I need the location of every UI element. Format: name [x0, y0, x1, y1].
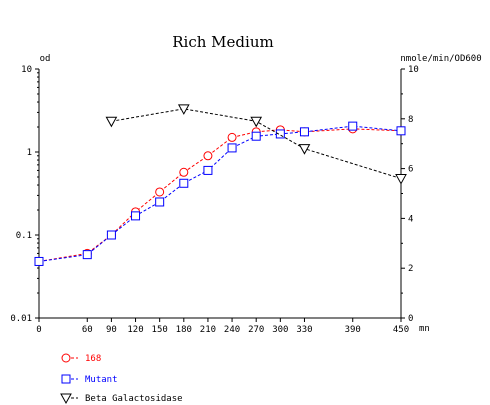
- series-layer: [34, 104, 407, 266]
- data-point: [82, 250, 92, 260]
- x-axis-tick-label: 210: [200, 325, 216, 335]
- x-axis-tick-label: 270: [248, 325, 264, 335]
- series-line: [38, 128, 402, 262]
- x-axis-tick-label: 150: [152, 325, 168, 335]
- data-point: [203, 151, 213, 161]
- right-axis-tick-label: 0: [408, 314, 413, 324]
- left-axis-tick-label: 1: [27, 148, 32, 158]
- x-axis-tick-label: 330: [296, 325, 312, 335]
- right-axis-tick-label: 6: [408, 165, 413, 175]
- data-point: [396, 126, 406, 136]
- data-point: [155, 187, 165, 197]
- x-axis-tick-label: 0: [36, 325, 41, 335]
- series-square: [34, 121, 406, 266]
- data-point: [275, 129, 285, 139]
- legend-label: Mutant: [85, 375, 118, 385]
- data-point: [348, 121, 358, 131]
- legend-label: Beta Galactosidase: [85, 394, 183, 404]
- left-axis-tick-label: 0.1: [16, 231, 32, 241]
- x-axis-tick-label: 390: [345, 325, 361, 335]
- data-point: [105, 116, 118, 128]
- series-line: [38, 125, 402, 262]
- data-point: [227, 132, 237, 142]
- data-point: [227, 143, 237, 153]
- legend-marker: [60, 393, 72, 405]
- data-point: [395, 174, 407, 185]
- data-point: [34, 256, 44, 266]
- right-axis-tick-label: 2: [408, 264, 413, 274]
- legend-marker: [61, 353, 71, 363]
- x-axis-tick-label: 300: [272, 325, 288, 335]
- data-point: [155, 197, 165, 207]
- right-axis-tick-label: 10: [408, 65, 419, 75]
- right-axis-label: nmole/min/OD600: [400, 54, 481, 64]
- right-axis-tick-label: 8: [408, 115, 413, 125]
- data-point: [177, 104, 190, 115]
- right-axis-tick-label: 4: [408, 214, 413, 224]
- axes: 0.01 0.1 1 10 0 2 4 6 8 10 0 60 90 120 150 180 210 240 270…: [10, 65, 419, 335]
- data-point: [298, 144, 311, 155]
- data-point: [203, 165, 213, 175]
- data-point: [106, 230, 116, 240]
- data-point: [299, 127, 309, 137]
- data-point: [251, 131, 261, 141]
- data-point: [179, 167, 189, 177]
- left-axis-tick-label: 0.01: [10, 314, 32, 324]
- x-axis-label: mn: [419, 324, 430, 334]
- x-axis-tick-label: 120: [127, 325, 143, 335]
- series-circle: [34, 124, 406, 266]
- data-point: [131, 211, 141, 221]
- legend: 168 Mutant Beta Galactosidase: [60, 353, 183, 405]
- data-point: [179, 178, 189, 188]
- x-axis-tick-label: 90: [106, 325, 117, 335]
- left-axis-tick-label: 10: [21, 65, 32, 75]
- chart-title: Rich Medium: [172, 33, 273, 51]
- left-axis-label: od: [40, 54, 51, 64]
- x-axis-tick-label: 60: [82, 325, 93, 335]
- x-axis-tick-label: 180: [176, 325, 192, 335]
- legend-label: 168: [85, 354, 101, 364]
- data-point: [250, 116, 263, 128]
- x-axis-tick-label: 450: [393, 325, 409, 335]
- x-axis-tick-label: 240: [224, 325, 240, 335]
- series-triangle-down: [105, 104, 407, 185]
- legend-marker: [61, 374, 71, 384]
